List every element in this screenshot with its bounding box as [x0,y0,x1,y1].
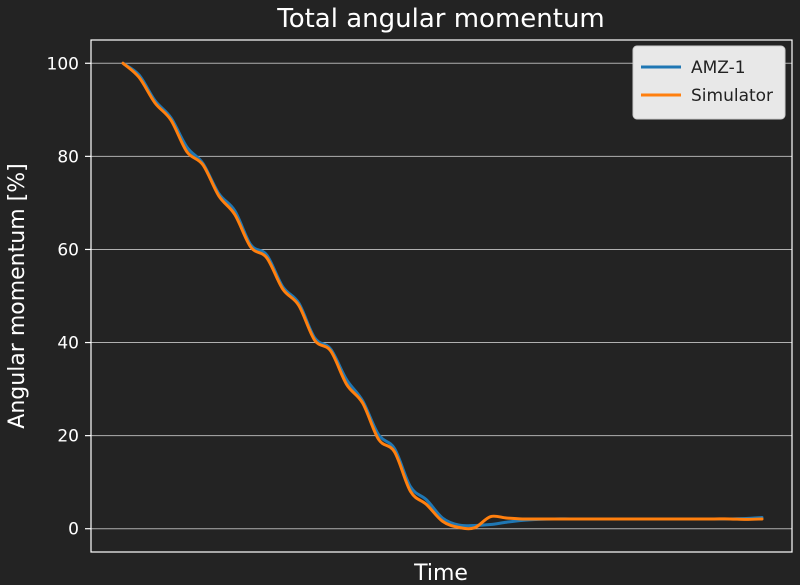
legend-label-simulator: Simulator [691,86,773,106]
y-axis-ticks: 0 20 40 60 80 100 [47,54,91,540]
y-tick-label-80: 80 [57,147,79,167]
y-tick-label-100: 100 [47,54,79,74]
series-line-simulator [121,61,764,531]
y-tick-label-0: 0 [68,520,79,540]
legend: AMZ-1 Simulator [632,45,786,120]
y-axis-label: Angular momentum [%] [5,163,30,428]
series-lines [121,61,764,531]
y-tick-label-20: 20 [57,427,79,447]
y-tick-label-40: 40 [57,334,79,354]
x-axis-label: Time [413,561,468,585]
plot-frame [90,39,793,553]
y-tick-label-60: 60 [57,240,79,260]
legend-box [632,45,786,120]
chart-title: Total angular momentum [276,4,605,34]
legend-label-amz1: AMZ-1 [691,58,746,78]
